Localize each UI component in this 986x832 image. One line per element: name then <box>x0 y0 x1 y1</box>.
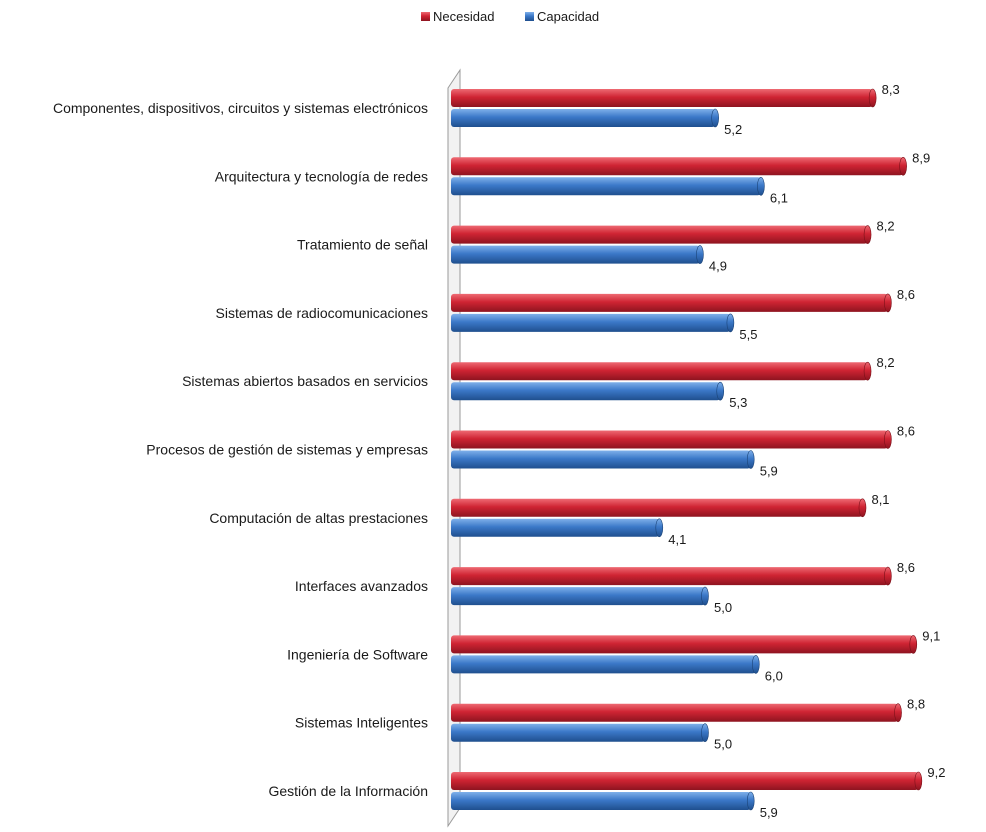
bar-cap-capacidad <box>746 450 755 469</box>
category-label: Sistemas abiertos basados en servicios <box>182 373 428 389</box>
data-label-capacidad: 5,2 <box>724 122 742 137</box>
bar-cap-necesidad <box>858 498 867 518</box>
legend-swatch-capacidad <box>525 12 534 21</box>
bar-necesidad <box>451 703 899 722</box>
bar-necesidad <box>451 293 888 312</box>
bar-cap-capacidad <box>726 313 735 333</box>
data-label-capacidad: 5,5 <box>739 327 757 342</box>
bar-cap-capacidad <box>751 655 760 674</box>
data-label-necesidad: 8,6 <box>897 424 915 439</box>
bar-necesidad <box>451 89 873 107</box>
bar-necesidad <box>451 498 863 517</box>
data-label-necesidad: 8,2 <box>877 219 895 234</box>
bar-capacidad <box>451 450 751 469</box>
category-label: Procesos de gestión de sistemas y empres… <box>146 442 428 458</box>
bar-cap-necesidad <box>884 293 892 313</box>
bar-cap-necesidad <box>868 88 877 108</box>
data-label-capacidad: 4,9 <box>709 259 727 274</box>
category-label: Sistemas de radiocomunicaciones <box>216 305 428 321</box>
data-label-capacidad: 5,9 <box>760 464 778 479</box>
bar-necesidad <box>451 772 919 790</box>
category-label: Componentes, dispositivos, circuitos y s… <box>53 100 428 116</box>
bar-cap-capacidad <box>701 586 709 606</box>
bar-cap-capacidad <box>757 177 765 196</box>
bar-capacidad <box>451 655 756 674</box>
bar-necesidad <box>451 362 868 381</box>
data-label-necesidad: 8,9 <box>912 150 930 165</box>
bar-capacidad <box>451 382 721 401</box>
bar-necesidad <box>451 430 888 449</box>
bar-capacidad <box>451 313 731 332</box>
category-label: Interfaces avanzados <box>295 578 428 594</box>
category-label: Gestión de la Información <box>268 783 428 799</box>
category-label: Tratamiento de señal <box>297 237 428 253</box>
bar-necesidad <box>451 225 868 244</box>
category-label: Ingeniería de Software <box>287 646 428 662</box>
bar-capacidad <box>451 792 751 810</box>
bar-capacidad <box>451 723 705 742</box>
bar-cap-necesidad <box>914 771 923 791</box>
bar-cap-necesidad <box>909 635 918 654</box>
data-label-capacidad: 5,0 <box>714 737 732 752</box>
legend-label-capacidad: Capacidad <box>537 9 599 24</box>
bar-cap-capacidad <box>746 791 755 811</box>
bar-cap-capacidad <box>655 518 664 538</box>
data-label-necesidad: 8,2 <box>877 355 895 370</box>
category-labels-layer: Componentes, dispositivos, circuitos y s… <box>53 100 428 799</box>
bar-capacidad <box>451 177 761 196</box>
bar-capacidad <box>451 518 660 537</box>
data-label-capacidad: 6,0 <box>765 668 783 683</box>
bar-capacidad <box>451 245 700 264</box>
data-label-necesidad: 9,2 <box>927 765 945 780</box>
data-label-necesidad: 8,8 <box>907 697 925 712</box>
bar-cap-necesidad <box>894 703 902 723</box>
data-labels-layer: 8,3 5,2 8,9 6,1 8,2 4,9 8,6 5,5 8,2 5,3 8,6 5,9 8,1 4… <box>668 82 945 820</box>
bar-capacidad <box>451 109 716 127</box>
data-label-capacidad: 5,3 <box>729 395 747 410</box>
category-label: Computación de altas prestaciones <box>209 510 428 526</box>
bar-necesidad <box>451 635 914 654</box>
data-label-necesidad: 8,6 <box>897 560 915 575</box>
bars-layer <box>451 88 923 811</box>
bar-necesidad <box>451 157 904 176</box>
bar-necesidad <box>451 567 888 586</box>
category-label: Sistemas Inteligentes <box>295 715 428 731</box>
bar-cap-necesidad <box>863 225 872 244</box>
data-label-necesidad: 8,1 <box>871 492 889 507</box>
category-label: Arquitectura y tecnología de redes <box>215 168 428 184</box>
bar-cap-necesidad <box>884 566 892 586</box>
data-label-capacidad: 4,1 <box>668 532 686 547</box>
bar-capacidad <box>451 587 705 606</box>
legend: Necesidad Capacidad <box>421 9 599 24</box>
data-label-necesidad: 8,3 <box>882 82 900 97</box>
bar-cap-necesidad <box>863 361 872 381</box>
legend-label-necesidad: Necesidad <box>433 9 494 24</box>
data-label-capacidad: 6,1 <box>770 190 788 205</box>
legend-swatch-necesidad <box>421 12 430 21</box>
data-label-necesidad: 8,6 <box>897 287 915 302</box>
data-label-necesidad: 9,1 <box>922 628 940 643</box>
bar-cap-necesidad <box>899 157 907 176</box>
data-label-capacidad: 5,9 <box>760 805 778 820</box>
bar-cap-capacidad <box>711 108 719 128</box>
bar-cap-capacidad <box>701 723 709 743</box>
bar-cap-capacidad <box>696 245 704 264</box>
data-label-capacidad: 5,0 <box>714 600 732 615</box>
bar-cap-necesidad <box>884 430 892 449</box>
bar-cap-capacidad <box>716 381 725 401</box>
